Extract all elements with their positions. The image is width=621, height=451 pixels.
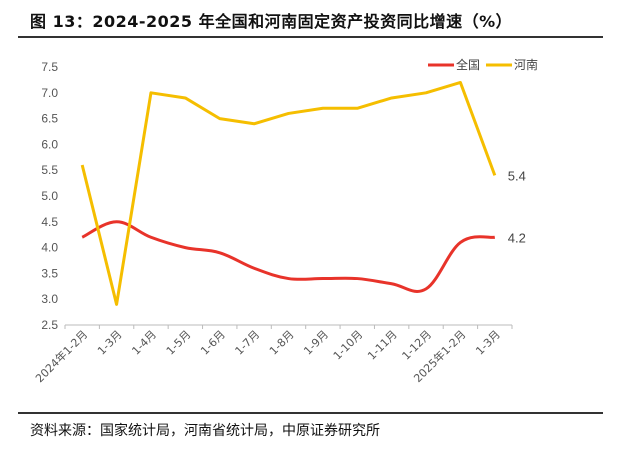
y-tick-label: 3.0: [41, 292, 58, 306]
x-tick-label: 1-8月: [267, 328, 297, 358]
y-tick-label: 6.5: [41, 112, 58, 126]
y-tick-label: 4.5: [41, 215, 58, 229]
x-tick-label: 1-3月: [473, 328, 503, 358]
y-tick-label: 7.5: [41, 60, 58, 74]
legend-label: 全国: [456, 57, 480, 72]
y-tick-label: 5.5: [41, 163, 58, 177]
x-tick-label: 1-11月: [365, 328, 400, 363]
x-tick-label: 1-3月: [95, 328, 125, 358]
x-tick-label: 1-4月: [129, 328, 159, 358]
x-tick-label: 1-5月: [164, 328, 194, 358]
y-tick-label: 4.0: [41, 241, 58, 255]
source-divider: [18, 412, 603, 414]
x-tick-label: 1-10月: [331, 328, 366, 363]
chart-title: 图 13：2024-2025 年全国和河南固定资产投资同比增速（%）: [30, 12, 513, 31]
y-tick-label: 2.5: [41, 318, 58, 332]
y-tick-label: 7.0: [41, 86, 58, 100]
x-tick-label: 1-7月: [233, 328, 263, 358]
x-tick-label: 1-6月: [198, 328, 228, 358]
series-line-henan: [80, 80, 497, 306]
source-note: 资料来源：国家统计局，河南省统计局，中原证券研究所: [30, 423, 380, 439]
end-data-label: 4.2: [508, 230, 526, 245]
y-tick-label: 6.0: [41, 137, 58, 151]
legend-label: 河南: [514, 57, 538, 72]
series-line-national: [81, 220, 496, 293]
x-tick-label: 1-9月: [301, 328, 331, 358]
x-tick-label: 2024年1-2月: [32, 327, 90, 385]
end-data-label: 5.4: [508, 168, 526, 183]
y-tick-label: 3.5: [41, 266, 58, 280]
title-divider: [18, 36, 603, 38]
y-tick-label: 5.0: [41, 189, 58, 203]
